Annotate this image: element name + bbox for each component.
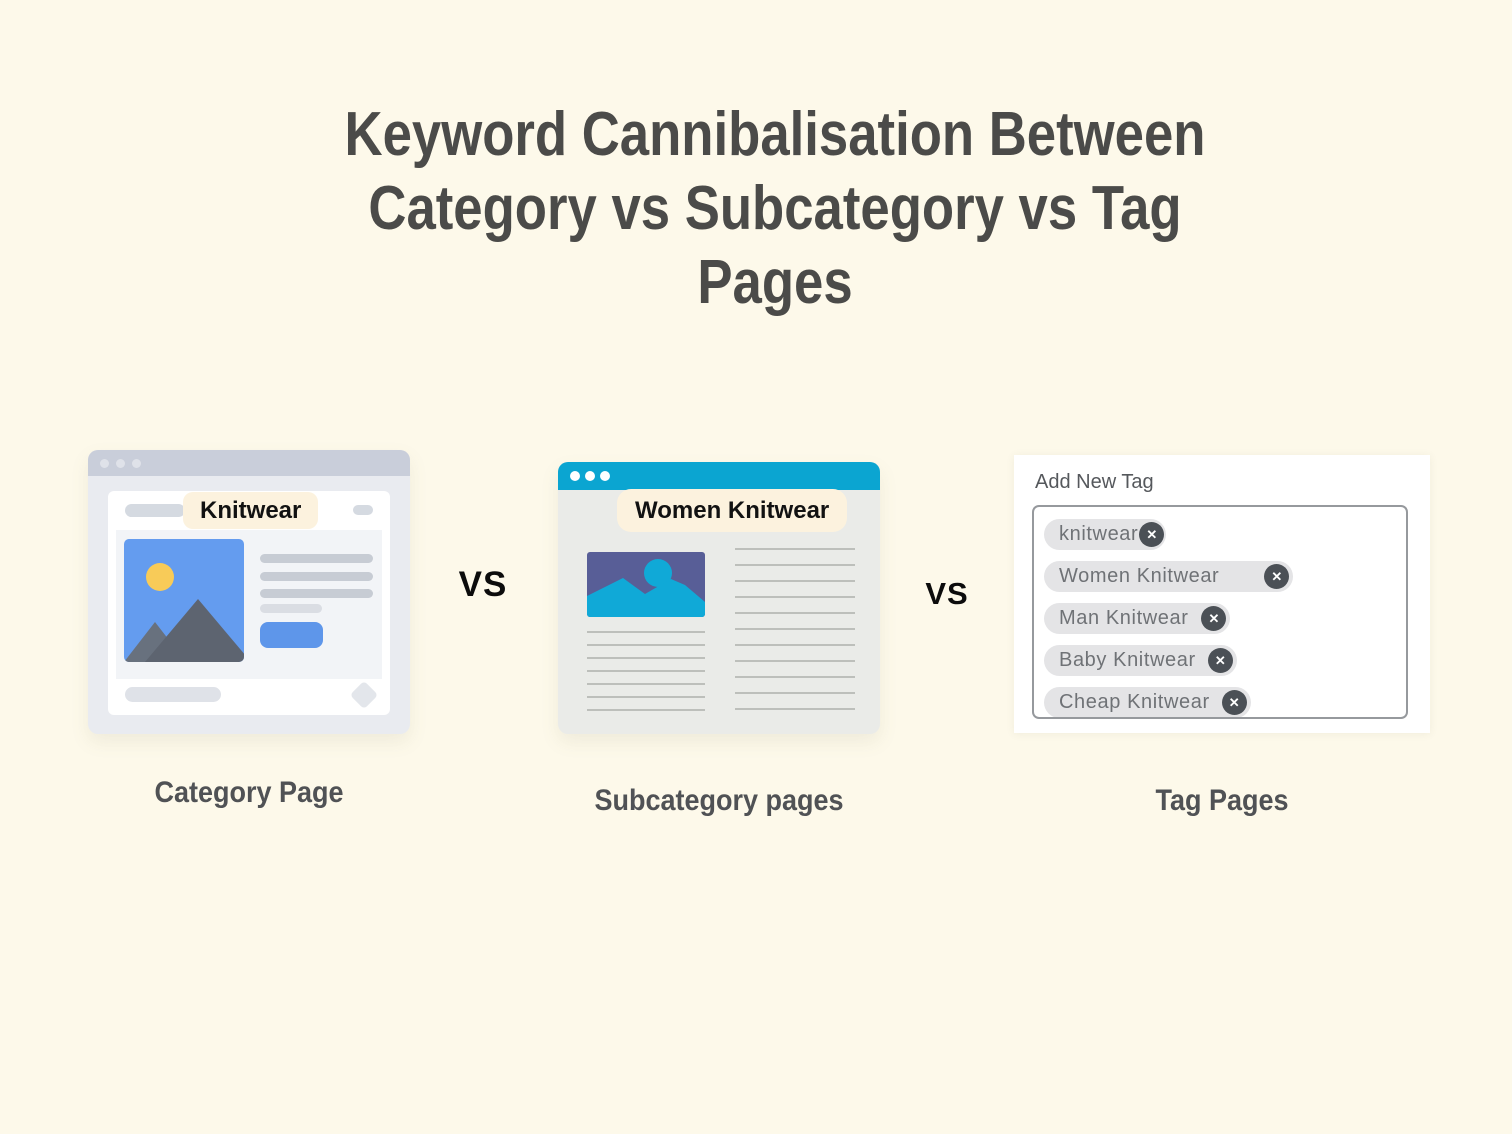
close-icon[interactable]: ✕ [1207, 648, 1233, 673]
tag-pill: Cheap Knitwear ✕ [1044, 687, 1251, 717]
text-lines-placeholder [735, 548, 855, 711]
tag-input-area[interactable]: knitwear ✕ Women Knitwear ✕ Man Knitwear… [1032, 505, 1408, 719]
window-dot-icon [570, 471, 580, 481]
tag-pill: Women Knitwear ✕ [1044, 561, 1294, 592]
text-line-placeholder [260, 589, 373, 598]
category-keyword-label: Knitwear [183, 492, 319, 529]
category-page-browser-mockup: Knitwear [88, 450, 410, 734]
window-dot-icon [116, 458, 125, 468]
text-line-placeholder [260, 604, 322, 613]
tag-pill: knitwear ✕ [1044, 519, 1167, 550]
browser-content-panel: Knitwear [108, 491, 390, 715]
tag-pill: Baby Knitwear ✕ [1044, 645, 1237, 676]
text-lines-placeholder [587, 631, 705, 711]
add-new-tag-heading: Add New Tag [1035, 471, 1154, 493]
vs-label-1: VS [458, 565, 508, 604]
tag-label: knitwear [1059, 523, 1139, 545]
cta-button-placeholder [260, 622, 323, 648]
window-dot-icon [100, 458, 109, 468]
header-placeholder-chip [353, 505, 373, 515]
window-dot-icon [600, 471, 610, 481]
close-icon[interactable]: ✕ [1201, 606, 1227, 631]
mountain-sun-illustration [587, 559, 705, 617]
header-placeholder-bar [125, 504, 185, 517]
window-dot-icon [132, 458, 141, 468]
subcategory-keyword-label: Women Knitwear [617, 489, 848, 532]
diamond-decoration [349, 680, 379, 710]
close-icon[interactable]: ✕ [1264, 564, 1290, 589]
browser-title-bar [88, 450, 410, 476]
text-line-placeholder [260, 572, 373, 581]
tag-pages-caption: Tag Pages [1155, 784, 1289, 817]
tag-label: Cheap Knitwear [1059, 691, 1210, 713]
close-icon[interactable]: ✕ [1221, 690, 1247, 715]
page-title-line-3: Pages [697, 248, 853, 317]
page-title-line-1: Keyword Cannibalisation Between [344, 100, 1206, 169]
tag-pages-widget: Add New Tag knitwear ✕ Women Knitwear ✕ … [1014, 455, 1430, 733]
close-icon[interactable]: ✕ [1139, 522, 1165, 547]
browser-title-bar [558, 462, 880, 490]
image-placeholder-icon [124, 539, 244, 662]
window-dot-icon [585, 471, 595, 481]
page-title-line-2: Category vs Subcategory vs Tag [368, 174, 1182, 243]
tag-label: Baby Knitwear [1059, 649, 1196, 671]
tag-pill: Man Knitwear ✕ [1044, 603, 1231, 634]
image-placeholder-icon [587, 552, 705, 617]
subcategory-page-browser-mockup: Women Knitwear [558, 462, 880, 734]
category-page-caption: Category Page [154, 776, 344, 809]
page-title: Keyword Cannibalisation Between Category… [133, 98, 1417, 320]
footer-placeholder-bar [125, 687, 221, 702]
text-line-placeholder [260, 554, 373, 563]
tag-label: Women Knitwear [1059, 565, 1220, 587]
mountain-sun-illustration [124, 563, 244, 662]
vs-label-2: VS [925, 576, 969, 611]
tag-label: Man Knitwear [1059, 607, 1189, 629]
subcategory-pages-caption: Subcategory pages [594, 784, 844, 817]
